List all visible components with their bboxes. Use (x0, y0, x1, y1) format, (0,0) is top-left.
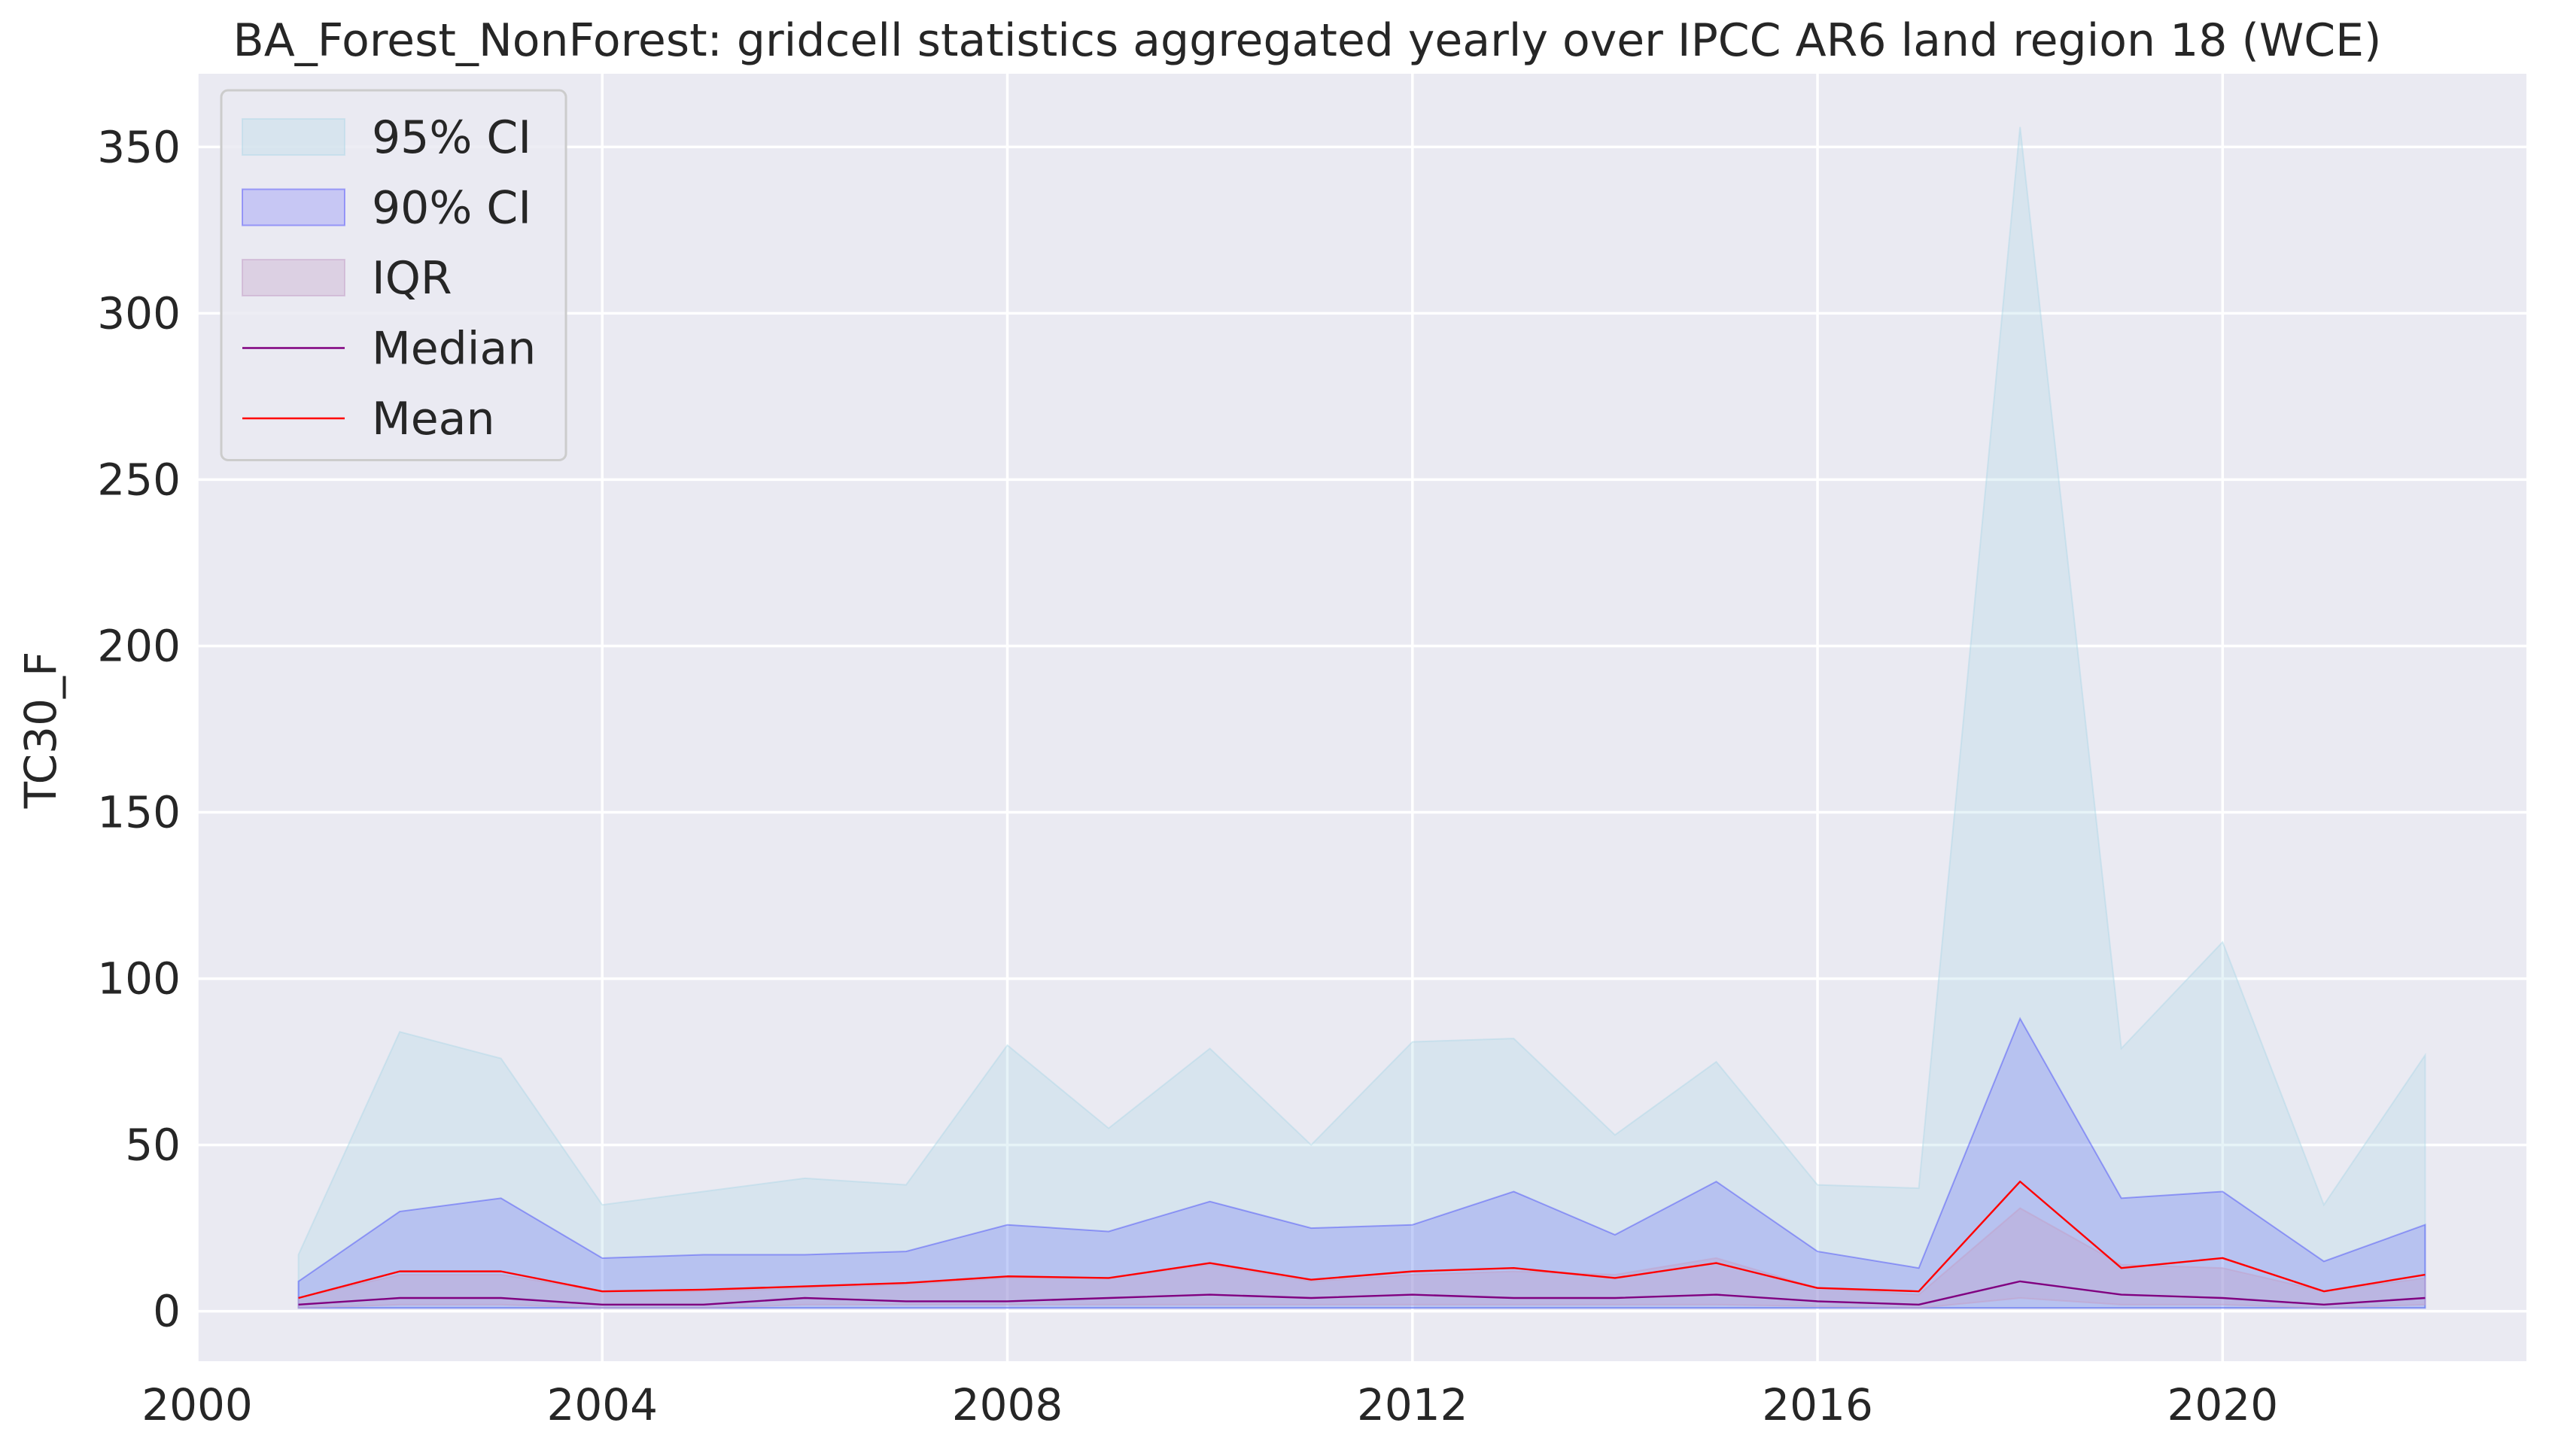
legend-swatch-iqr (242, 259, 345, 296)
legend-swatch-90-ci (242, 188, 345, 226)
y-axis-ticks: 0 50 100 150 200 250 300 350 (97, 121, 181, 1336)
x-tick-label: 2000 (141, 1379, 253, 1430)
legend-label-mean: Mean (372, 393, 494, 445)
y-tick-label: 300 (97, 287, 181, 339)
legend-label-95-ci: 95% CI (372, 111, 531, 164)
x-tick-label: 2012 (1357, 1379, 1468, 1430)
y-tick-label: 150 (97, 787, 181, 838)
legend-label-median: Median (372, 323, 536, 375)
x-tick-label: 2016 (1762, 1379, 1873, 1430)
x-tick-label: 2008 (952, 1379, 1063, 1430)
legend-swatch-95-ci (242, 118, 345, 156)
y-tick-label: 250 (97, 454, 181, 505)
y-tick-label: 100 (97, 953, 181, 1005)
legend-box (220, 89, 567, 461)
confidence-bands (297, 126, 2426, 1309)
x-tick-label: 2020 (2167, 1379, 2278, 1430)
y-tick-label: 200 (97, 620, 181, 671)
legend-label-iqr: IQR (372, 252, 452, 305)
y-tick-label: 350 (97, 121, 181, 172)
legend: 95% CI 90% CI IQR Median Mean (220, 89, 567, 461)
band-90-ci (297, 1017, 2426, 1309)
y-axis-label: TC30_F (15, 652, 66, 810)
legend-label-90-ci: 90% CI (372, 182, 531, 235)
band-95-ci (297, 126, 2426, 1309)
x-axis-ticks: 2000 2004 2008 2012 2016 2020 (141, 1379, 2278, 1430)
gridlines (196, 74, 2526, 1361)
y-tick-label: 50 (125, 1120, 181, 1171)
series-lines (298, 1181, 2426, 1306)
y-tick-label: 0 (153, 1286, 181, 1337)
x-tick-label: 2004 (546, 1379, 658, 1430)
chart-title: BA_Forest_NonForest: gridcell statistics… (233, 14, 2382, 67)
series-line-mean (298, 1181, 2426, 1299)
plot-area (197, 74, 2526, 1361)
series-line-median (298, 1280, 2426, 1306)
